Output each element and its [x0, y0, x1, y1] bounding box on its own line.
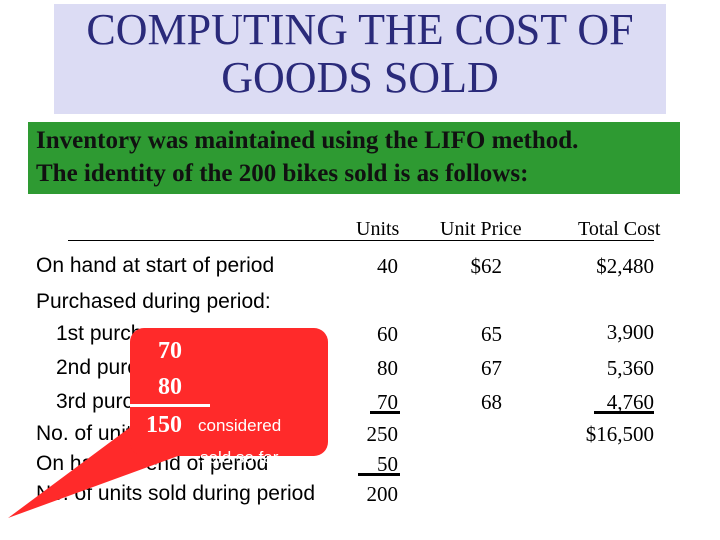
units-end-underline [358, 473, 400, 476]
callout-underline [130, 404, 210, 407]
units-2nd: 80 [377, 356, 398, 380]
row-label-sold: No. of units sold during period [36, 482, 315, 505]
total-1st: 3,900 [606, 320, 654, 344]
units-sold: 200 [366, 482, 399, 506]
total-start: $2,480 [596, 254, 654, 278]
title-banner [54, 4, 666, 114]
subtitle-line-2: The identity of the 200 bikes sold is as… [36, 160, 529, 187]
page-title: COMPUTING THE COST OF GOODS SOLD [54, 6, 666, 102]
units-available: 250 [366, 422, 399, 446]
callout-bubble [130, 328, 328, 456]
price-1st: 65 [481, 322, 502, 346]
row-label-start: On hand at start of period [36, 254, 275, 277]
units-end: 50 [377, 452, 398, 476]
header-unit-price: Unit Price [440, 218, 522, 240]
callout-value-1: 70 [158, 338, 182, 364]
subtitle-line-1: Inventory was maintained using the LIFO … [36, 127, 579, 154]
callout-value-2: 80 [158, 374, 182, 400]
subtitle: Inventory was maintained using the LIFO … [36, 124, 676, 190]
units-start: 40 [377, 254, 398, 278]
price-3rd: 68 [481, 390, 502, 414]
header-total-cost: Total Cost [578, 218, 661, 240]
title-line-1: COMPUTING THE COST OF [86, 5, 634, 54]
total-3rd-underline [594, 411, 654, 414]
callout-text-2: sold so far [200, 448, 279, 467]
header-units: Units [356, 218, 400, 240]
header-rule [68, 240, 654, 241]
price-start: $62 [470, 254, 503, 278]
callout-text-1: considered [198, 416, 282, 435]
total-2nd: 5,360 [606, 356, 654, 380]
row-label-purchased: Purchased during period: [36, 290, 271, 313]
units-3rd: 70 [377, 390, 398, 414]
total-3rd: 4,760 [606, 390, 654, 414]
units-1st: 60 [377, 322, 398, 346]
callout-total: 150 [146, 412, 182, 438]
total-available: $16,500 [585, 422, 654, 446]
subtitle-banner [28, 122, 680, 194]
price-2nd: 67 [481, 356, 502, 380]
title-line-2: GOODS SOLD [221, 53, 499, 102]
units-3rd-underline [370, 411, 400, 414]
